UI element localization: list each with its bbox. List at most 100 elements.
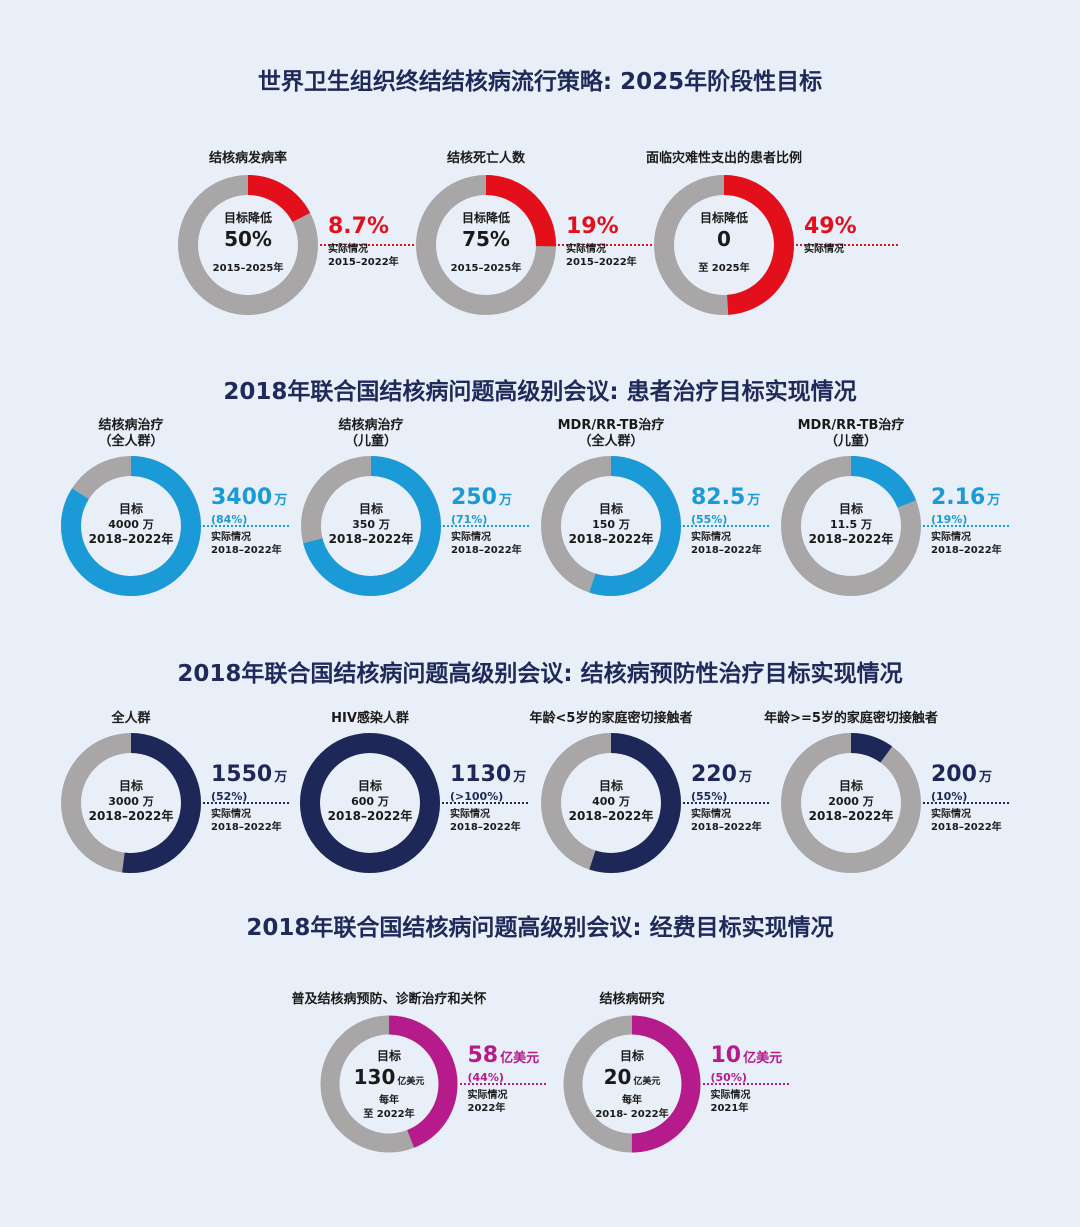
actual-desc-line: 实际情况 bbox=[691, 809, 731, 820]
center-line: 目标 bbox=[619, 1049, 644, 1063]
actual-value-block: 220 万 (55%) 实际情况 2018–2022年 bbox=[691, 763, 762, 834]
center-line: 目标 bbox=[118, 779, 143, 793]
dotted-connector bbox=[683, 802, 769, 804]
actual-percent: (84%) bbox=[211, 513, 248, 526]
actual-desc: 实际情况 2018–2022年 bbox=[931, 808, 1002, 834]
actual-value-number: 10 bbox=[710, 1043, 742, 1068]
chart-title: 结核病发病率 bbox=[98, 151, 398, 167]
dotted-connector bbox=[683, 525, 769, 527]
actual-desc-line: 2018–2022年 bbox=[211, 822, 282, 833]
actual-desc: 实际情况 bbox=[804, 243, 857, 256]
actual-value-block: 49% 实际情况 bbox=[804, 215, 857, 256]
center-line: 目标降低 bbox=[699, 211, 748, 225]
actual-value-block: 10 亿美元 (50%) 实际情况 2021年 bbox=[711, 1044, 783, 1115]
actual-percent: (44%) bbox=[467, 1071, 504, 1084]
actual-value-block: 250 万 (71%) 实际情况 2018–2022年 bbox=[451, 486, 522, 557]
donut-chart bbox=[781, 456, 921, 596]
donut-chart bbox=[654, 175, 794, 315]
donut-achieved-arc bbox=[781, 456, 921, 596]
donut-achieved-arc bbox=[300, 733, 440, 873]
donut-chart bbox=[781, 733, 921, 873]
dotted-connector bbox=[702, 1083, 789, 1085]
center-line: 目标 bbox=[838, 502, 863, 516]
actual-value-number: 3400 bbox=[211, 485, 273, 510]
actual-value-number: 1130 bbox=[450, 762, 512, 787]
actual-value-block: 1130 万 (>100%) 实际情况 2018–2022年 bbox=[450, 763, 526, 834]
actual-desc: 实际情况 2018–2022年 bbox=[451, 531, 522, 557]
actual-desc: 实际情况 2018–2022年 bbox=[691, 808, 762, 834]
chart-title: MDR/RR-TB治疗 （儿童） bbox=[701, 418, 1001, 450]
center-line: 20 亿美元 bbox=[577, 1064, 687, 1094]
actual-value-number: 19% bbox=[566, 214, 619, 239]
actual-value-block: 2.16 万 (19%) 实际情况 2018–2022年 bbox=[931, 486, 1002, 557]
dotted-connector bbox=[923, 525, 1009, 527]
actual-desc-line: 实际情况 bbox=[450, 809, 490, 820]
actual-desc-line: 实际情况 bbox=[566, 244, 606, 255]
chart-title-line: 全人群 bbox=[111, 711, 151, 726]
actual-desc: 实际情况 2015–2022年 bbox=[566, 243, 637, 269]
center-target-unit: 亿美元 bbox=[633, 1077, 661, 1087]
actual-desc-line: 2015–2022年 bbox=[328, 257, 399, 268]
center-line: 目标降低 bbox=[223, 211, 272, 225]
chart-title-line: 普及结核病预防、诊断治疗和关怀 bbox=[291, 992, 487, 1007]
actual-value-block: 8.7% 实际情况 2015–2022年 bbox=[328, 215, 399, 269]
center-line: 2015–2025年 bbox=[450, 263, 522, 274]
actual-percent: (71%) bbox=[451, 513, 488, 526]
actual-value-number: 220 bbox=[691, 762, 737, 787]
center-line: 130 亿美元 bbox=[334, 1064, 444, 1094]
actual-value-number: 49% bbox=[804, 214, 857, 239]
center-line: 2018–2022年 bbox=[88, 532, 174, 546]
chart-title-line: 结核病发病率 bbox=[208, 151, 287, 166]
donut-chart bbox=[178, 175, 318, 315]
chart-title-line: （全人群） bbox=[578, 434, 644, 449]
dotted-connector bbox=[558, 244, 660, 246]
actual-desc: 实际情况 2018–2022年 bbox=[211, 531, 287, 557]
center-line: 目标 bbox=[118, 502, 143, 516]
chart-title-line: 结核病研究 bbox=[599, 992, 665, 1007]
actual-value: 3400 万 bbox=[211, 486, 287, 513]
actual-percent: (10%) bbox=[931, 790, 968, 803]
chart-title: 结核死亡人数 bbox=[336, 151, 636, 167]
center-line: 目标 bbox=[838, 779, 863, 793]
actual-value: 49% bbox=[804, 215, 857, 239]
actual-value-number: 82.5 bbox=[691, 485, 746, 510]
center-line: 350 万 bbox=[352, 518, 390, 531]
chart-title-line: 结核病治疗 bbox=[98, 418, 164, 433]
actual-desc: 实际情况 2018–2022年 bbox=[931, 531, 1002, 557]
center-line: 3000 万 bbox=[108, 795, 154, 808]
center-line: 目标 bbox=[376, 1049, 401, 1063]
center-line: 150 万 bbox=[592, 518, 630, 531]
actual-desc-line: 2018–2022年 bbox=[931, 822, 1002, 833]
chart-title-line: HIV感染人群 bbox=[331, 711, 409, 726]
section-title-funding: 2018年联合国结核病问题高级别会议: 经费目标实现情况 bbox=[246, 915, 834, 941]
actual-desc-line: 实际情况 bbox=[931, 532, 971, 543]
donut-center-text: 目标 400 万 2018–2022年 bbox=[556, 778, 666, 824]
donut-achieved-arc bbox=[416, 175, 556, 315]
actual-value-block: 1550 万 (52%) 实际情况 2018–2022年 bbox=[211, 763, 287, 834]
center-line: 2018–2022年 bbox=[808, 809, 894, 823]
center-target-unit: 亿美元 bbox=[397, 1077, 425, 1087]
actual-value-block: 200 万 (10%) 实际情况 2018–2022年 bbox=[931, 763, 1002, 834]
donut-chart bbox=[541, 733, 681, 873]
actual-value-number: 250 bbox=[451, 485, 497, 510]
chart-title-line: MDR/RR-TB治疗 bbox=[797, 418, 905, 433]
donut-center-text: 目标 20 亿美元 每年 2018- 2022年 bbox=[577, 1048, 687, 1122]
actual-desc-line: 2021年 bbox=[710, 1103, 749, 1114]
donut-achieved-arc bbox=[320, 1015, 458, 1153]
chart-title: 结核病研究 bbox=[482, 992, 782, 1008]
center-line: 目标 bbox=[357, 779, 382, 793]
chart-title: 结核病治疗 （全人群） bbox=[0, 418, 281, 450]
center-line: 50% bbox=[224, 227, 272, 251]
chart-title-line: 结核病治疗 bbox=[338, 418, 404, 433]
center-line: 至 2025年 bbox=[698, 263, 750, 274]
chart-title: 年龄<5岁的家庭密切接触者 bbox=[461, 711, 761, 727]
donut-center-text: 目标 350 万 2018–2022年 bbox=[316, 501, 426, 547]
donut-center-text: 目标 600 万 2018–2022年 bbox=[315, 778, 425, 824]
chart-title-line: 年龄<5岁的家庭密切接触者 bbox=[529, 711, 693, 726]
chart-title: 结核病治疗 （儿童） bbox=[221, 418, 521, 450]
actual-value-unit: 万 bbox=[513, 770, 527, 785]
center-line: 2015–2025年 bbox=[212, 263, 284, 274]
center-line: 11.5 万 bbox=[830, 518, 872, 531]
actual-desc-line: 2018–2022年 bbox=[691, 545, 762, 556]
dotted-connector bbox=[203, 802, 289, 804]
